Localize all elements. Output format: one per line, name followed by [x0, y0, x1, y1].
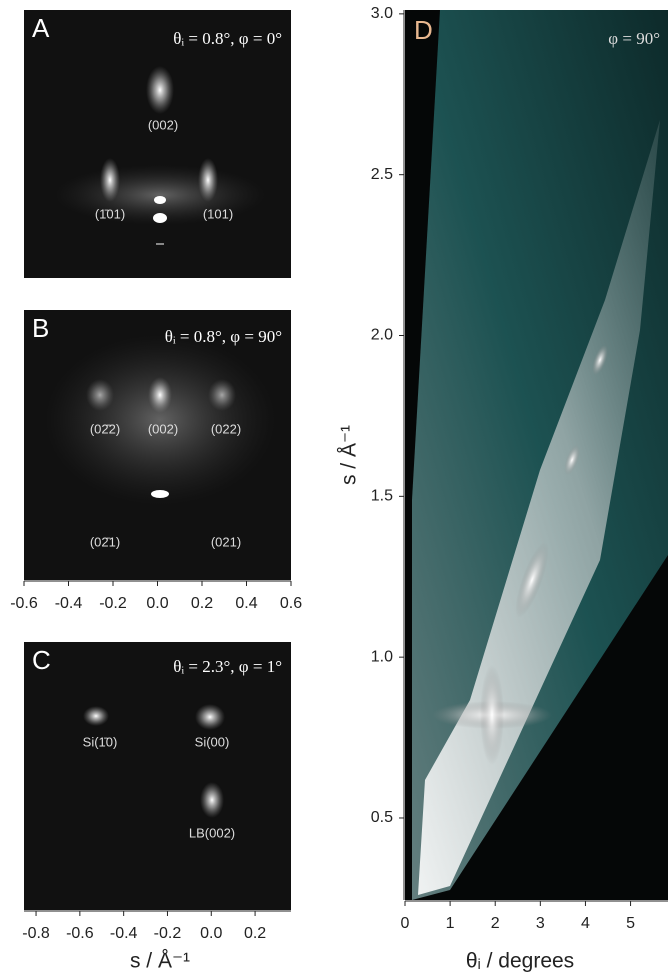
peak-label: (022) [211, 421, 241, 436]
x-tick-label: 0.6 [280, 595, 302, 612]
y-axis-label: s / Å⁻¹ [338, 425, 361, 485]
figure: A θᵢ = 0.8°, φ = 0° B θᵢ = 0.8°, φ = 90°… [0, 0, 668, 973]
annotation: θᵢ = 2.3°, φ = 1° [173, 657, 282, 676]
x-tick-label: -0.4 [110, 925, 138, 942]
panel-label: B [32, 313, 49, 343]
y-tick-label: 3.0 [371, 5, 393, 22]
annotation: θᵢ = 0.8°, φ = 0° [173, 29, 282, 48]
x-tick-label: 0.2 [244, 925, 266, 942]
x-tick-label: -0.6 [66, 925, 94, 942]
y-tick-label: 1.0 [371, 648, 393, 665]
peak-label: LB(002) [189, 825, 235, 840]
x-tick-label: -0.2 [99, 595, 127, 612]
peak-label: (002) [148, 117, 178, 132]
annotation: φ = 90° [608, 29, 660, 48]
peak-label: (101) [203, 206, 233, 221]
x-tick-label: 1 [446, 915, 455, 932]
panel-label: A [32, 13, 50, 43]
panel-c-image [24, 642, 291, 910]
peak-label: (021) [211, 534, 241, 549]
peak-label: (1̄01) [95, 206, 125, 221]
x-tick-label: 0.2 [191, 595, 213, 612]
y-tick-label: 0.5 [371, 809, 393, 826]
x-tick-label: 0.0 [200, 925, 222, 942]
y-tick-label: 2.0 [371, 327, 393, 344]
peak-label: Si(1̄0) [83, 734, 118, 749]
x-tick-label: 0 [401, 915, 410, 932]
y-tick-label: 2.5 [371, 166, 393, 183]
x-tick-label: -0.4 [55, 595, 83, 612]
peak-label: (02̄2) [90, 421, 120, 436]
peak-label: (02̄1) [90, 534, 120, 549]
annotation: θᵢ = 0.8°, φ = 90° [165, 327, 282, 346]
y-tick-label: 1.5 [371, 488, 393, 505]
x-tick-label: -0.8 [22, 925, 50, 942]
x-tick-label: -0.2 [154, 925, 182, 942]
x-tick-label: 0.0 [146, 595, 168, 612]
peak-label: Si(00) [195, 734, 230, 749]
x-tick-label: 3 [536, 915, 545, 932]
x-tick-label: 0.4 [235, 595, 257, 612]
panel-b-image [24, 310, 291, 580]
panel-label: C [32, 645, 51, 675]
panel-label: D [414, 15, 433, 45]
x-tick-label: 5 [626, 915, 635, 932]
x-axis-label: θᵢ / degrees [466, 950, 574, 973]
x-tick-label: 2 [491, 915, 500, 932]
x-tick-label: -0.6 [10, 595, 38, 612]
panel-d-image [405, 10, 668, 900]
x-axis-label: s / Å⁻¹ [130, 950, 190, 973]
page: {"chart_data": [ {"type": "image", "pane… [0, 0, 668, 973]
panel-a-image [24, 10, 291, 278]
x-tick-label: 4 [581, 915, 590, 932]
peak-label: (002) [148, 421, 178, 436]
